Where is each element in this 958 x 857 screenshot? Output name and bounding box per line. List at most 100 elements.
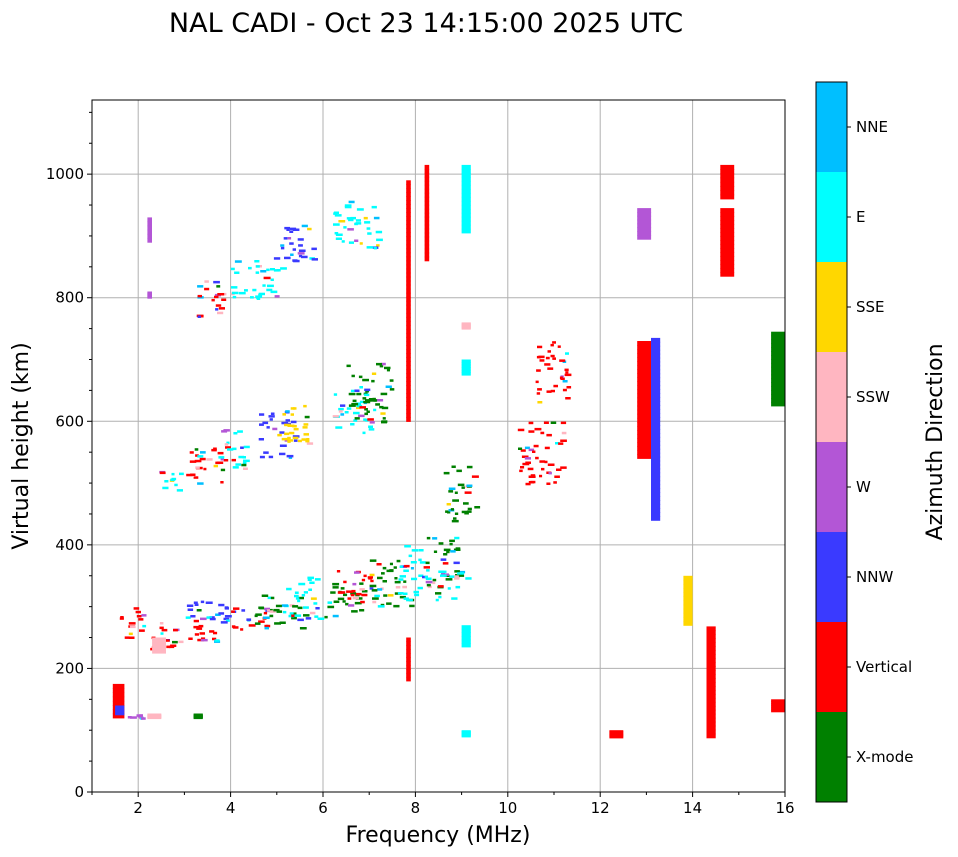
echo-mark	[226, 441, 230, 445]
echo-mark	[352, 582, 357, 586]
echo-mark	[128, 632, 133, 636]
echo-mark	[406, 413, 411, 418]
echo-mark	[359, 406, 366, 409]
echo-mark	[406, 332, 411, 338]
colorbar-tick-label: SSW	[856, 388, 890, 406]
colorbar-swatch	[816, 352, 847, 442]
echo-mark	[332, 582, 340, 586]
echo-mark	[404, 545, 411, 548]
echo-mark	[403, 597, 409, 600]
echo-mark	[223, 459, 229, 462]
echo-mark	[406, 653, 411, 658]
echo-mark	[212, 637, 217, 641]
echo-mark	[406, 308, 411, 314]
echo-mark	[406, 232, 411, 238]
echo-mark	[637, 454, 652, 459]
echo-mark	[224, 443, 229, 446]
echo-mark	[550, 343, 554, 347]
echo-mark	[119, 617, 124, 620]
echo-mark	[461, 200, 471, 206]
echo-mark	[720, 208, 735, 213]
echo-mark	[424, 240, 430, 246]
echo-mark	[193, 476, 199, 479]
echo-mark	[720, 224, 735, 229]
echo-mark	[651, 405, 661, 410]
echo-mark	[275, 604, 283, 608]
echo-mark	[223, 617, 230, 621]
echo-mark	[455, 574, 461, 577]
echo-mark	[112, 692, 125, 698]
echo-mark	[193, 601, 198, 604]
echo-mark	[187, 608, 194, 611]
echo-mark	[651, 492, 661, 497]
echo-mark	[147, 225, 152, 231]
echo-mark	[771, 343, 785, 348]
y-tick-label: 200	[55, 659, 84, 677]
echo-mark	[364, 388, 371, 392]
echo-mark	[461, 188, 471, 194]
colorbar-swatch	[816, 712, 847, 802]
echo-mark	[254, 622, 261, 625]
echo-mark	[637, 353, 652, 358]
echo-mark	[706, 658, 716, 663]
echo-mark	[205, 601, 213, 604]
echo-mark	[360, 600, 365, 604]
echo-mark	[651, 472, 661, 478]
echo-mark	[389, 379, 394, 382]
echo-mark	[220, 481, 224, 484]
echo-mark	[557, 345, 561, 348]
echo-mark	[399, 595, 406, 599]
echo-mark	[637, 365, 652, 370]
echo-mark	[706, 674, 716, 679]
echo-mark	[307, 227, 312, 231]
echo-mark	[546, 482, 551, 485]
echo-mark	[683, 588, 693, 593]
echo-marks	[112, 164, 785, 739]
echo-mark	[424, 188, 430, 194]
echo-mark	[363, 400, 371, 404]
echo-mark	[406, 256, 411, 262]
echo-mark	[546, 433, 552, 437]
echo-mark	[369, 559, 377, 562]
echo-mark	[637, 450, 652, 455]
echo-mark	[240, 628, 244, 631]
echo-mark	[314, 615, 319, 618]
echo-mark	[267, 284, 274, 288]
echo-mark	[387, 594, 394, 597]
echo-mark	[651, 385, 661, 390]
echo-mark	[651, 417, 661, 422]
echo-mark	[442, 562, 449, 565]
echo-mark	[186, 473, 193, 477]
echo-mark	[217, 293, 225, 296]
echo-mark	[297, 238, 304, 241]
echo-mark	[384, 366, 391, 370]
echo-mark	[232, 447, 237, 451]
echo-mark	[474, 506, 481, 509]
echo-mark	[423, 566, 430, 569]
echo-mark	[127, 716, 132, 719]
grid-lines	[92, 100, 786, 793]
echo-mark	[263, 611, 268, 615]
echo-mark	[195, 454, 199, 457]
echo-mark	[213, 447, 217, 450]
echo-mark	[367, 418, 374, 421]
echo-mark	[197, 482, 204, 485]
echo-mark	[263, 451, 269, 454]
echo-mark	[209, 630, 215, 633]
echo-mark	[354, 571, 360, 574]
echo-mark	[544, 446, 550, 450]
echo-mark	[264, 624, 269, 628]
echo-mark	[461, 208, 471, 214]
echo-mark	[441, 572, 446, 575]
echo-mark	[386, 368, 390, 372]
echo-mark	[201, 637, 206, 640]
echo-mark	[706, 682, 716, 687]
echo-mark	[406, 349, 411, 354]
echo-mark	[288, 456, 293, 459]
echo-mark	[446, 503, 451, 506]
echo-mark	[424, 220, 430, 226]
echo-mark	[544, 363, 551, 366]
echo-mark	[258, 620, 265, 623]
echo-mark	[651, 381, 661, 387]
echo-mark	[333, 600, 340, 603]
